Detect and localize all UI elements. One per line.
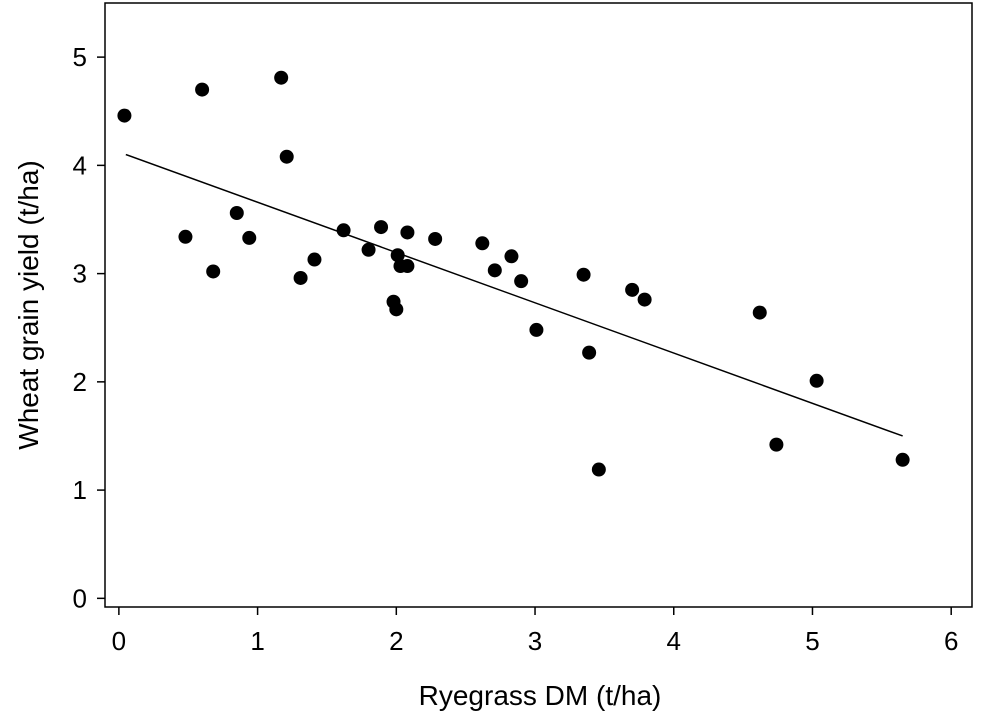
data-point (504, 249, 519, 264)
data-point (374, 220, 389, 235)
y-tick-label: 5 (73, 42, 87, 72)
data-point (769, 437, 784, 452)
data-point (514, 274, 529, 289)
data-point (279, 149, 294, 164)
x-tick-label: 2 (389, 626, 403, 656)
data-point (400, 259, 415, 274)
data-point (178, 229, 193, 244)
data-point (293, 270, 308, 285)
data-point (582, 345, 597, 360)
data-point (242, 230, 257, 245)
data-points (117, 70, 910, 477)
data-point (895, 452, 910, 467)
x-tick-label: 5 (805, 626, 819, 656)
data-point (400, 225, 415, 240)
data-point (206, 264, 221, 279)
y-tick-label: 2 (73, 367, 87, 397)
data-point (274, 70, 289, 85)
data-point (229, 205, 244, 220)
data-point (390, 248, 405, 263)
data-point (389, 302, 404, 317)
data-point (752, 305, 767, 320)
data-point (307, 252, 322, 267)
data-point (637, 292, 652, 307)
trend-line (125, 153, 903, 437)
x-tick-label: 0 (112, 626, 126, 656)
x-tick-label: 3 (528, 626, 542, 656)
y-axis: 0 1 2 3 4 5 (73, 42, 105, 613)
data-point (487, 263, 502, 278)
x-tick-label: 6 (944, 626, 958, 656)
data-point (195, 82, 210, 97)
data-point (475, 236, 490, 251)
x-tick-label: 4 (667, 626, 681, 656)
y-tick-label: 4 (73, 150, 87, 180)
data-point (591, 462, 606, 477)
data-point (625, 282, 640, 297)
data-point (117, 108, 132, 123)
x-axis-title: Ryegrass DM (t/ha) (419, 680, 662, 711)
data-point (809, 373, 824, 388)
x-axis: 0 1 2 3 4 5 6 (112, 607, 958, 656)
data-point (361, 242, 376, 257)
data-point (529, 322, 544, 337)
data-point (428, 231, 443, 246)
y-tick-label: 1 (73, 475, 87, 505)
y-tick-label: 0 (73, 583, 87, 613)
y-tick-label: 3 (73, 259, 87, 289)
data-point (576, 267, 591, 282)
data-point (336, 223, 351, 238)
y-axis-title: Wheat grain yield (t/ha) (13, 160, 44, 449)
x-tick-label: 1 (250, 626, 264, 656)
plot-frame (104, 2, 973, 608)
